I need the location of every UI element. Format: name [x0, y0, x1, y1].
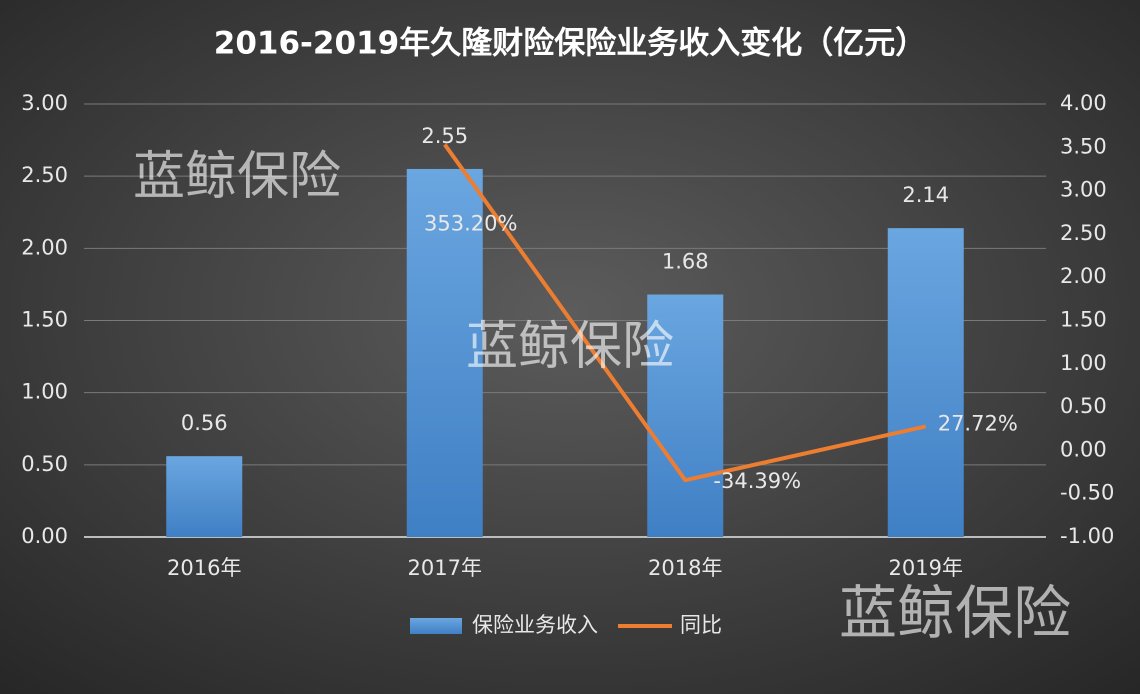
- data-label: 2.55: [421, 124, 468, 148]
- x-tick-label: 2017年: [408, 556, 482, 580]
- watermark: 蓝鲸保险: [133, 147, 341, 207]
- y-tick-label: 1.50: [21, 308, 68, 332]
- y2-tick-label: 1.00: [1060, 351, 1107, 375]
- watermark: 蓝鲸保险: [466, 317, 674, 377]
- line: [443, 143, 927, 483]
- y2-tick-label: 4.00: [1060, 91, 1107, 115]
- data-label: 353.20%: [424, 212, 517, 236]
- y2-tick-label: 3.00: [1060, 178, 1107, 202]
- bar: [647, 294, 724, 537]
- chart-title: 2016-2019年久隆财险保险业务收入变化（亿元）: [214, 26, 926, 62]
- y2-tick-label: 2.50: [1060, 221, 1107, 245]
- x-tick-label: 2018年: [648, 556, 722, 580]
- bar: [887, 228, 964, 538]
- y2-tick-label: 0.00: [1060, 437, 1107, 461]
- bar: [166, 456, 243, 537]
- y-tick-label: 0.00: [21, 524, 68, 548]
- legend-swatch: [410, 618, 462, 634]
- x-tick-label: 2019年: [889, 556, 963, 580]
- data-label: 2.14: [902, 183, 949, 207]
- data-label: 1.68: [662, 250, 709, 274]
- watermark: 蓝鲸保险: [839, 579, 1071, 647]
- y-tick-label: 0.50: [21, 452, 68, 476]
- data-label: 27.72%: [938, 411, 1018, 435]
- x-tick-label: 2016年: [167, 556, 241, 580]
- y-tick-label: 2.50: [21, 163, 68, 187]
- y2-tick-label: 0.50: [1060, 394, 1107, 418]
- y2-tick-label: -0.50: [1060, 481, 1114, 505]
- legend-label: 同比: [680, 613, 722, 637]
- y2-tick-label: 1.50: [1060, 308, 1107, 332]
- y-tick-label: 1.00: [21, 380, 68, 404]
- y2-tick-label: 2.00: [1060, 264, 1107, 288]
- y-tick-label: 3.00: [21, 91, 68, 115]
- data-label: -34.39%: [713, 469, 801, 493]
- y2-tick-label: -1.00: [1060, 524, 1114, 548]
- legend-label: 保险业务收入: [472, 613, 598, 637]
- y-tick-label: 2.00: [21, 235, 68, 259]
- y2-tick-label: 3.50: [1060, 134, 1107, 158]
- bar: [406, 168, 483, 537]
- data-label: 0.56: [181, 411, 228, 435]
